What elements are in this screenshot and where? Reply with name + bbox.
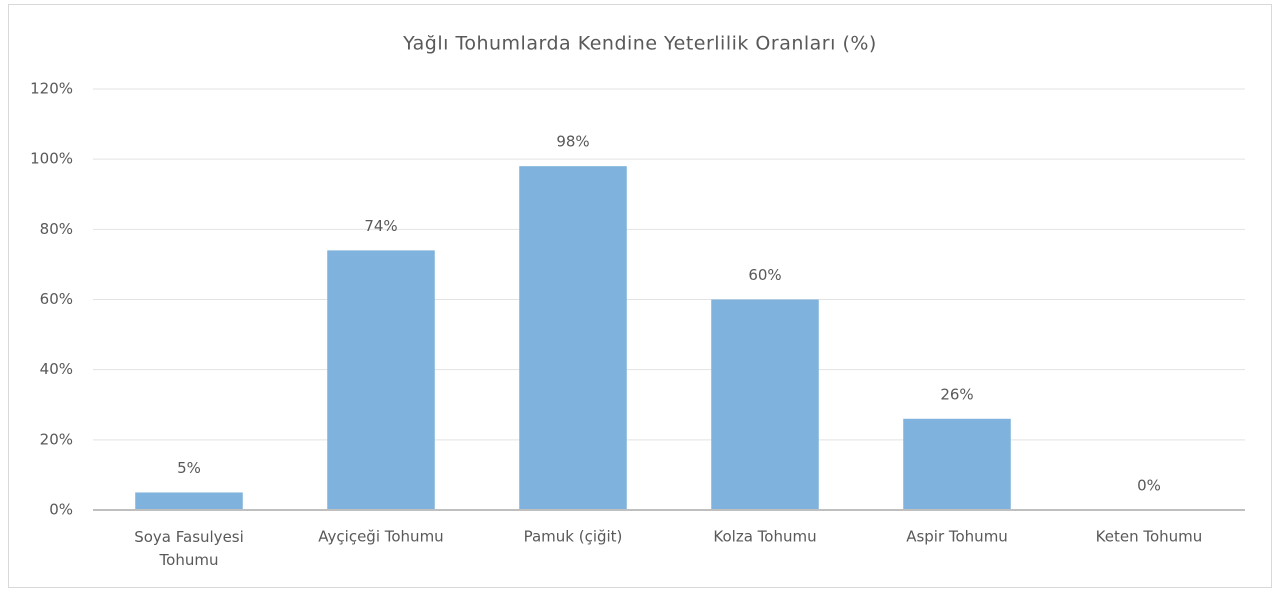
data-label: 5%: [177, 459, 201, 477]
x-tick-label: Soya Fasulyesi Tohumu: [134, 528, 244, 569]
x-tick-label: Keten Tohumu: [1096, 528, 1203, 546]
y-tick-label: 20%: [40, 430, 73, 448]
y-tick-label: 40%: [40, 360, 73, 378]
y-tick-label: 80%: [40, 220, 73, 238]
bar: [519, 166, 627, 510]
y-tick-label: 100%: [30, 150, 73, 168]
data-label: 26%: [940, 385, 973, 403]
x-tick-label: Pamuk (çiğit): [524, 528, 623, 546]
data-label: 98%: [556, 133, 589, 151]
y-tick-label: 60%: [40, 290, 73, 308]
x-tick-label: Aspir Tohumu: [906, 528, 1008, 546]
x-tick-label: Ayçiçeği Tohumu: [318, 528, 443, 546]
bar: [135, 492, 243, 510]
chart-title: Yağlı Tohumlarda Kendine Yeterlilik Oran…: [402, 33, 877, 55]
data-label: 74%: [364, 217, 397, 235]
y-tick-label: 0%: [49, 501, 73, 519]
bar: [903, 418, 1011, 510]
data-label: 60%: [748, 266, 781, 284]
chart-frame: [8, 4, 1272, 588]
bar: [327, 250, 435, 510]
data-label: 0%: [1137, 477, 1161, 495]
y-tick-label: 120%: [30, 80, 73, 98]
x-tick-label: Kolza Tohumu: [713, 528, 816, 546]
bar: [711, 299, 819, 510]
